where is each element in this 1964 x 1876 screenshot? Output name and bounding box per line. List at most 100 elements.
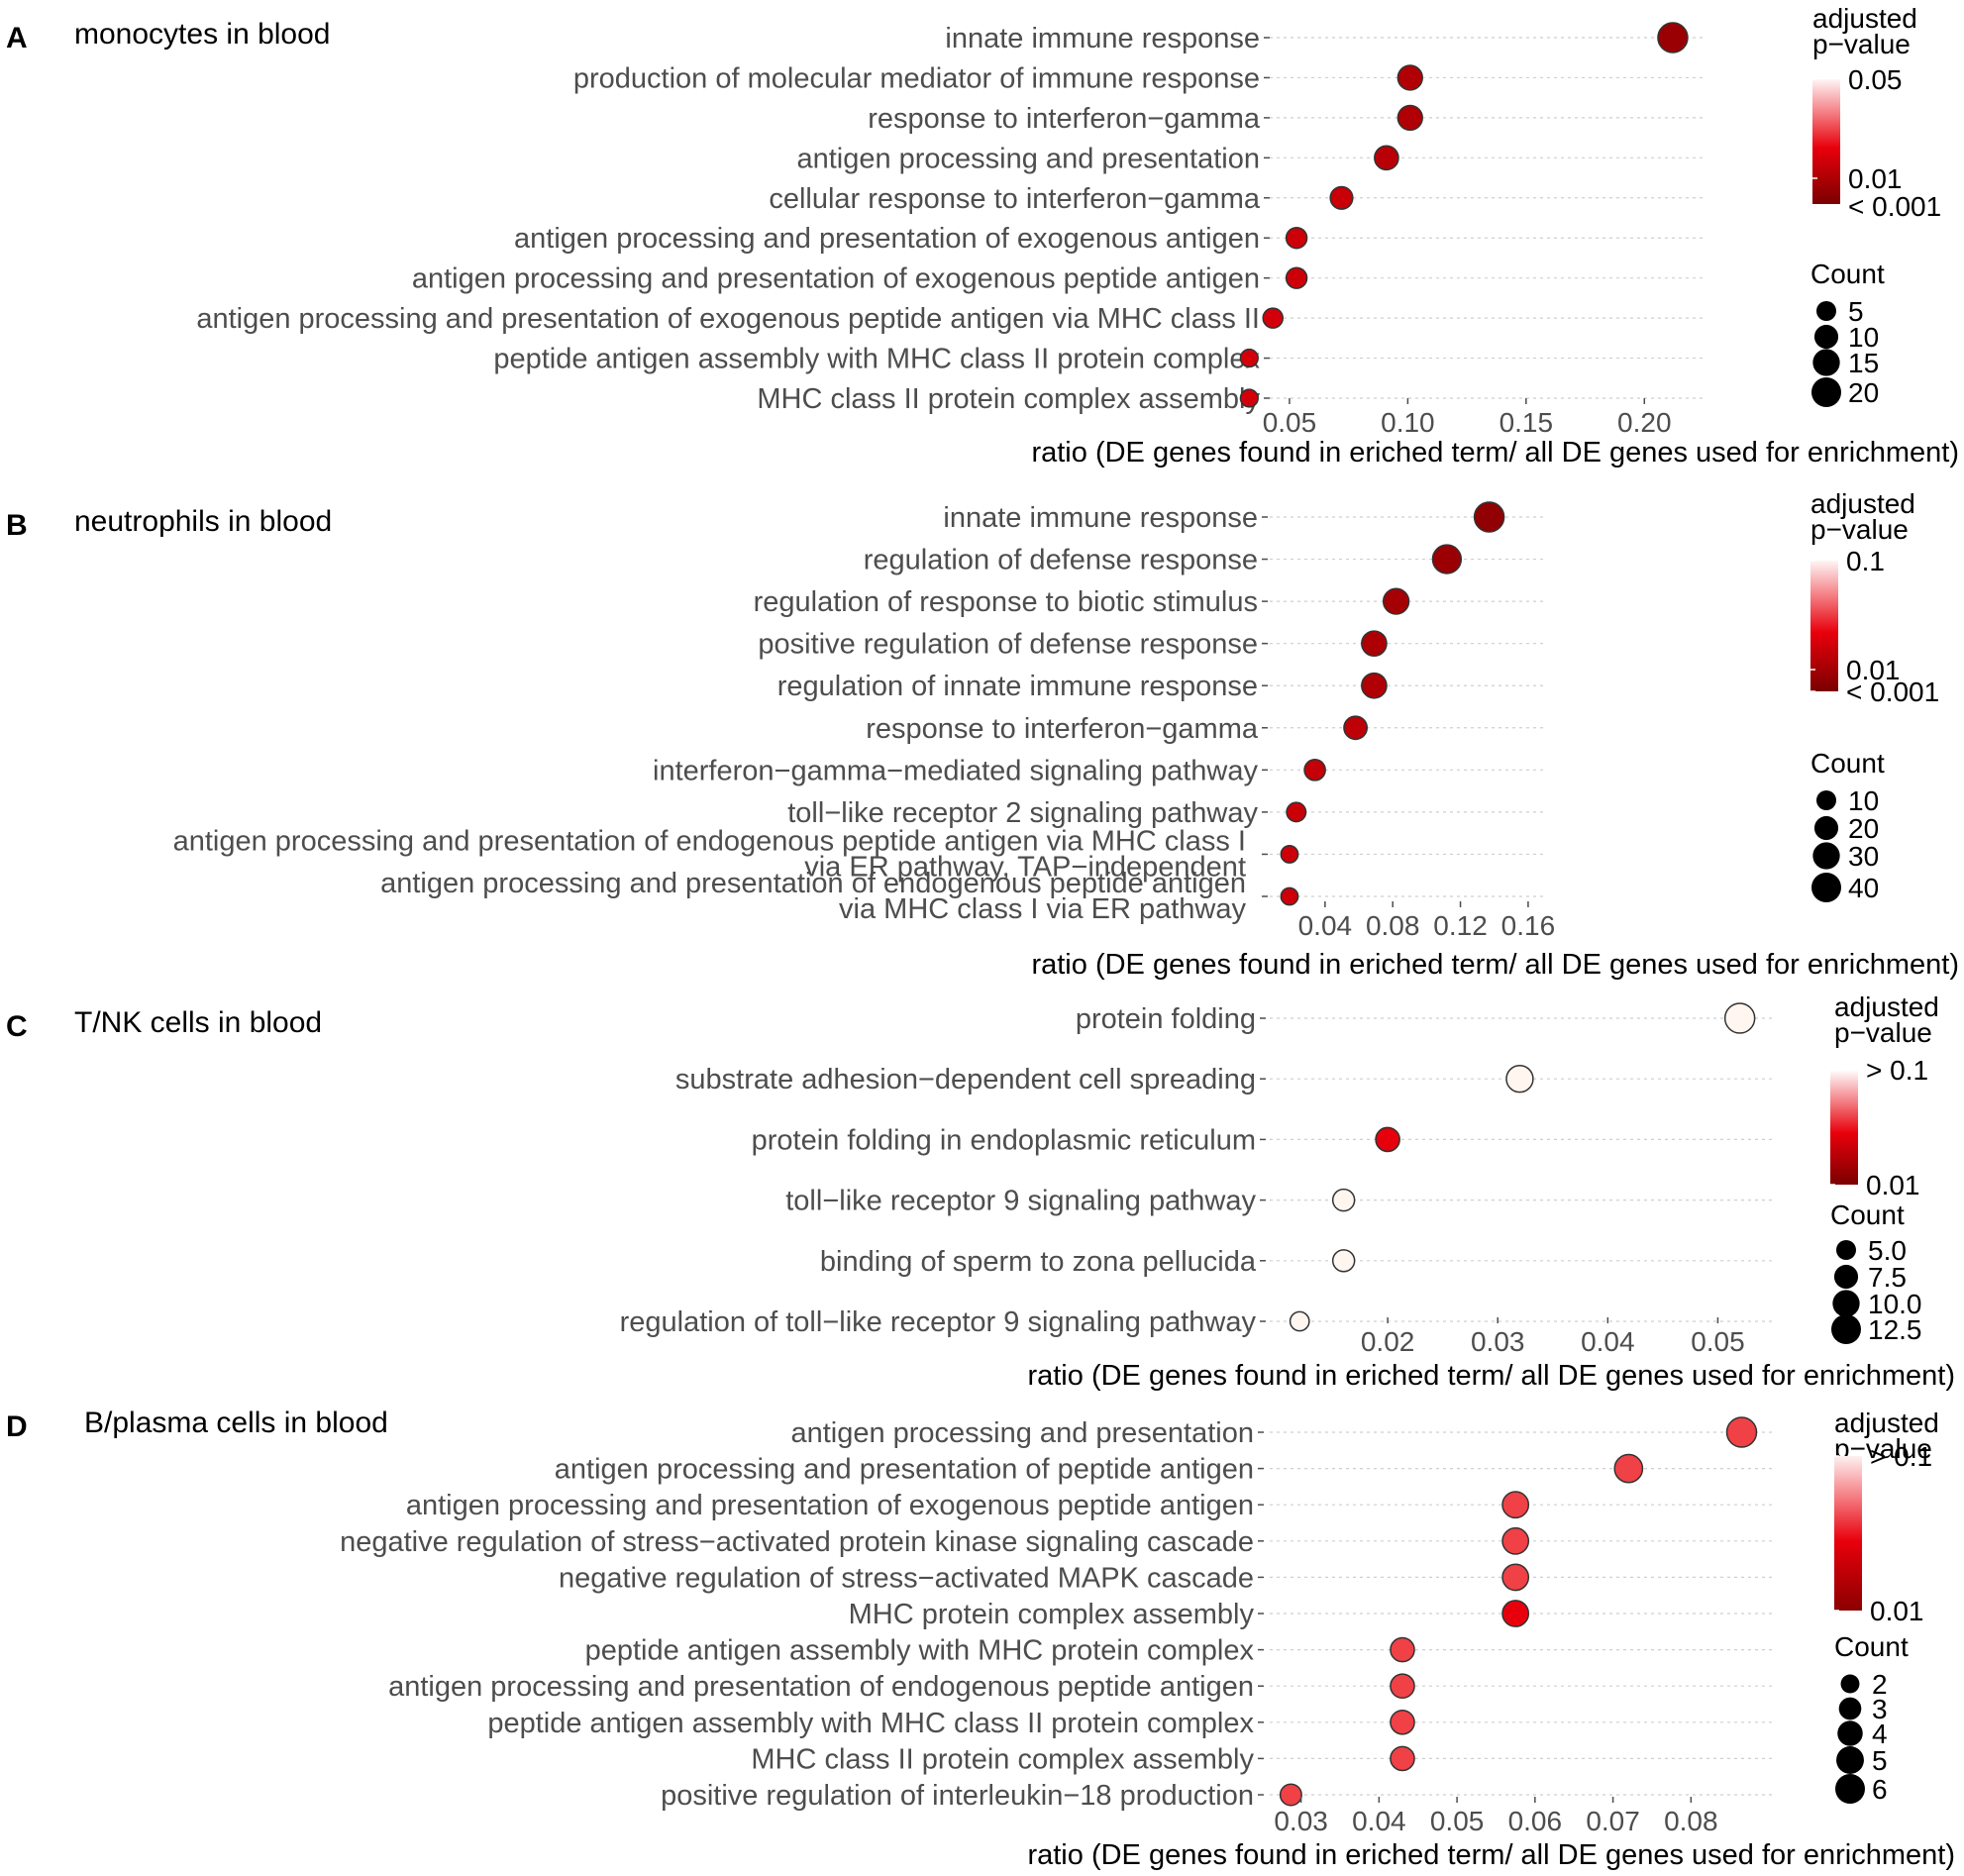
data-point <box>1473 501 1505 533</box>
color-legend-title-line2: p−value <box>1834 1017 1932 1048</box>
data-point <box>1303 759 1326 782</box>
term-label-line2: via ER pathway, TAP−independent <box>804 851 1246 883</box>
size-legend-dot <box>1812 349 1840 376</box>
panel-label: C <box>6 1010 28 1043</box>
x-tick-label: 0.08 <box>1664 1806 1718 1836</box>
data-point <box>1375 1126 1400 1153</box>
data-point <box>1361 672 1388 699</box>
term-label: cellular response to interferon−gamma <box>769 183 1261 215</box>
term-label: peptide antigen assembly with MHC class … <box>487 1708 1254 1739</box>
size-legend-dot <box>1816 301 1836 321</box>
x-tick-label: 0.08 <box>1366 910 1420 941</box>
data-point <box>1431 544 1463 574</box>
color-legend-label: 0.01 <box>1848 163 1903 194</box>
x-tick-label: 0.04 <box>1581 1326 1635 1357</box>
data-point <box>1613 1453 1644 1484</box>
size-legend-label: 4 <box>1872 1719 1888 1749</box>
color-bar <box>1810 561 1838 691</box>
size-legend-label: 6 <box>1872 1774 1888 1805</box>
color-bar <box>1830 1070 1858 1185</box>
data-point <box>1725 1416 1758 1448</box>
color-legend-label: < 0.001 <box>1846 677 1939 707</box>
size-legend-dot <box>1813 815 1839 841</box>
x-tick-label: 0.10 <box>1381 407 1435 438</box>
size-legend-label: 2 <box>1872 1669 1888 1700</box>
term-label: substrate adhesion−dependent cell spread… <box>675 1064 1256 1095</box>
panel-title: T/NK cells in blood <box>74 1006 322 1039</box>
data-point <box>1239 348 1259 368</box>
term-label: antigen processing and presentation of e… <box>380 868 1246 899</box>
term-label: response to interferon−gamma <box>868 103 1261 135</box>
color-legend-label: 0.01 <box>1870 1596 1924 1626</box>
data-point <box>1390 1745 1415 1772</box>
color-legend-label: 0.1 <box>1846 546 1885 576</box>
size-legend-dot <box>1835 1774 1865 1804</box>
panel-title: neutrophils in blood <box>74 505 332 538</box>
x-tick-label: 0.06 <box>1508 1806 1563 1836</box>
size-legend: Count 5.07.510.012.5 <box>1830 1199 1922 1345</box>
x-tick-label: 0.20 <box>1617 407 1672 438</box>
x-tick-label: 0.15 <box>1499 407 1554 438</box>
term-label: negative regulation of stress−activated … <box>559 1562 1254 1594</box>
x-axis-label: ratio (DE genes found in eriched term/ a… <box>1031 437 1959 469</box>
data-point <box>1280 845 1299 864</box>
size-legend-label: 15 <box>1848 348 1879 378</box>
data-point <box>1382 587 1410 615</box>
x-axis-label: ratio (DE genes found in eriched term/ a… <box>1031 949 1959 981</box>
x-tick-label: 0.05 <box>1430 1806 1485 1836</box>
term-label: peptide antigen assembly with MHC class … <box>493 344 1260 375</box>
term-label: protein folding <box>1076 1003 1256 1035</box>
term-label: innate immune response <box>945 23 1260 54</box>
color-legend-label: 0.01 <box>1866 1170 1920 1200</box>
term-label-line2: via MHC class I via ER pathway <box>839 893 1246 925</box>
x-tick-label: 0.16 <box>1501 910 1556 941</box>
size-legend-dot <box>1831 1314 1861 1344</box>
size-legend-label: 20 <box>1848 813 1879 844</box>
size-legend-label: 5 <box>1872 1745 1888 1776</box>
term-label: regulation of defense response <box>864 545 1258 576</box>
panel-d: D B/plasma cells in blood antigen processi… <box>6 1407 1955 1871</box>
color-legend-title: adjusted <box>1810 488 1915 519</box>
data-point <box>1396 104 1423 132</box>
size-legend-dot <box>1833 1264 1859 1290</box>
term-label: antigen processing and presentation of e… <box>196 303 1260 335</box>
data-point <box>1262 307 1284 329</box>
color-legend-title: adjusted <box>1834 991 1939 1022</box>
panel-title: B/plasma cells in blood <box>84 1407 388 1439</box>
term-label: antigen processing and presentation of e… <box>406 1490 1254 1521</box>
color-legend-label: 0.05 <box>1848 64 1903 95</box>
data-point <box>1505 1064 1534 1094</box>
data-point <box>1331 1249 1356 1273</box>
term-label: antigen processing and presentation <box>796 143 1260 174</box>
data-point <box>1289 1310 1310 1332</box>
term-label: protein folding in endoplasmic reticulum <box>752 1124 1256 1156</box>
term-label: antigen processing and presentation of e… <box>173 825 1246 857</box>
term-label: regulation of innate immune response <box>777 671 1258 702</box>
data-point <box>1285 266 1308 289</box>
data-point <box>1286 801 1307 823</box>
size-legend-label: 10.0 <box>1868 1289 1922 1319</box>
size-legend-dot <box>1840 1674 1860 1694</box>
term-label: innate immune response <box>943 502 1258 534</box>
size-legend-title: Count <box>1834 1631 1909 1662</box>
term-label: interferon−gamma−mediated signaling path… <box>653 755 1258 786</box>
data-point <box>1280 886 1299 906</box>
data-point <box>1390 1673 1415 1700</box>
x-tick-label: 0.03 <box>1274 1806 1328 1836</box>
data-point <box>1657 22 1689 53</box>
data-point <box>1723 1002 1756 1034</box>
size-legend-label: 40 <box>1848 873 1879 903</box>
panel-label: B <box>6 509 28 542</box>
size-legend-dot <box>1837 1720 1863 1746</box>
size-legend-dot <box>1836 1240 1856 1260</box>
size-legend-dot <box>1811 377 1841 407</box>
term-label: MHC class II protein complex assembly <box>751 1743 1254 1775</box>
size-legend-title: Count <box>1810 748 1885 779</box>
size-legend-dot <box>1838 1697 1862 1720</box>
